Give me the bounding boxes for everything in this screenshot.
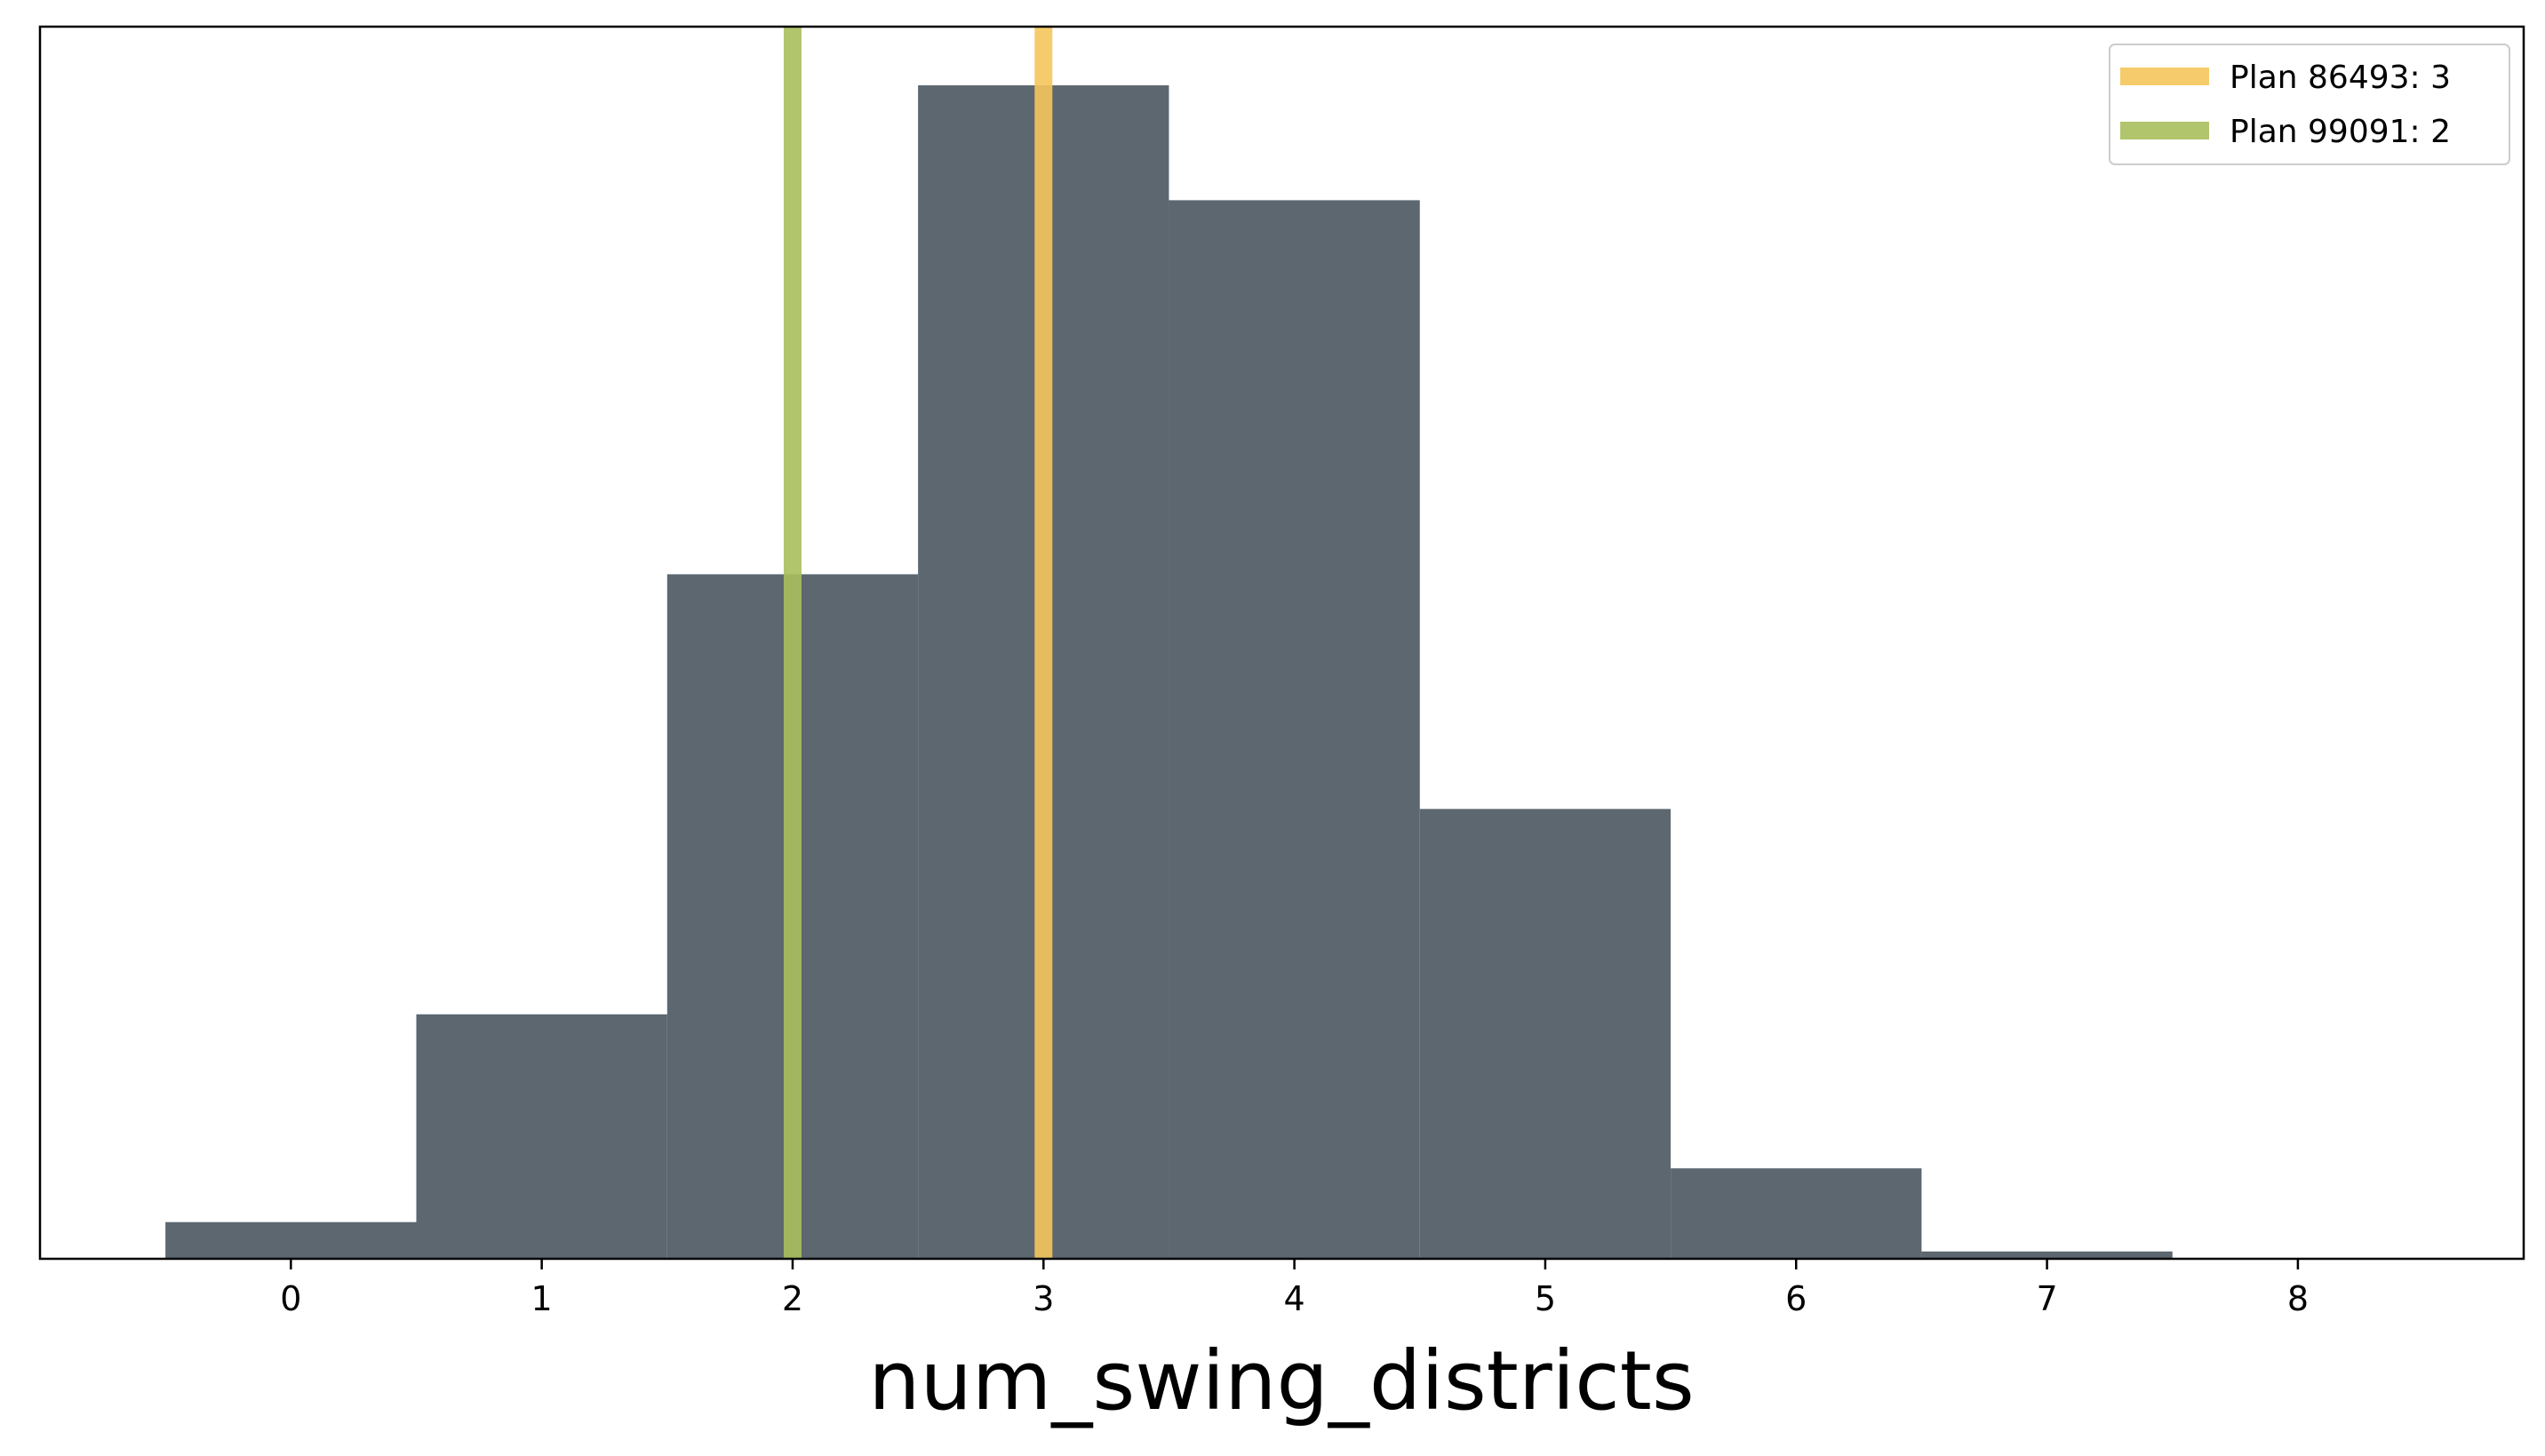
legend-box (2109, 44, 2510, 165)
histogram-bar-7 (1921, 1251, 2173, 1259)
legend: Plan 86493: 3 Plan 99091: 2 (2109, 44, 2510, 165)
x-tick-label-3: 3 (1033, 1279, 1054, 1318)
x-axis-title: num_swing_districts (868, 1333, 1695, 1428)
x-tick-label-6: 6 (1785, 1279, 1807, 1318)
legend-label-1: Plan 86493: 3 (2230, 60, 2451, 96)
marker-lines (783, 27, 1053, 1259)
histogram-bar-1 (416, 1014, 667, 1259)
plot-frame (38, 25, 2525, 1261)
x-tick-label-7: 7 (2036, 1279, 2057, 1318)
histogram-bar-0 (165, 1221, 417, 1259)
x-axis-ticks: 0 1 2 3 4 5 6 7 8 (280, 1259, 2309, 1318)
histogram-bar-4 (1169, 200, 1420, 1259)
legend-label-2: Plan 99091: 2 (2230, 114, 2451, 150)
x-tick-label-5: 5 (1535, 1279, 1556, 1318)
x-tick-label-4: 4 (1284, 1279, 1305, 1318)
histogram-bar-5 (1419, 808, 1671, 1259)
x-tick-label-2: 2 (782, 1279, 803, 1318)
x-tick-label-0: 0 (280, 1279, 301, 1318)
x-tick-label-8: 8 (2287, 1279, 2309, 1318)
histogram-bar-6 (1671, 1168, 1922, 1259)
x-tick-label-1: 1 (531, 1279, 553, 1318)
